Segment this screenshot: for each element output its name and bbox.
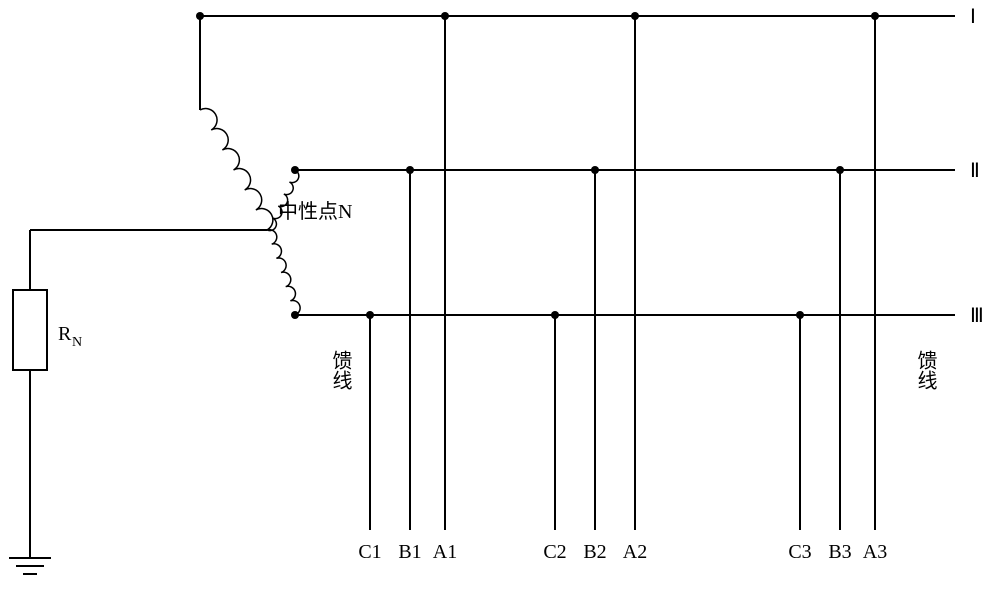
bus-label-II: Ⅱ bbox=[970, 160, 980, 182]
feeder-label-C2: C2 bbox=[543, 541, 566, 563]
node-xfmr-II bbox=[291, 166, 299, 174]
node-xfmr-I bbox=[196, 12, 204, 20]
circuit-diagram: Ⅰ Ⅱ Ⅲ 中性点N RN 馈线 C1 B1 A1 C2 B2 A2 馈线 C3 B3 A3 bbox=[0, 0, 1000, 591]
node-B1 bbox=[406, 166, 414, 174]
feeder-label-3: 馈线 bbox=[914, 350, 937, 390]
feeder-label-C1: C1 bbox=[358, 541, 381, 563]
neutral-label: 中性点N bbox=[278, 200, 352, 223]
bus-label-III: Ⅲ bbox=[970, 305, 984, 327]
node-C2 bbox=[551, 311, 559, 319]
feeder-label-A1: A1 bbox=[433, 541, 457, 563]
node-xfmr-III bbox=[291, 311, 299, 319]
feeder-label-1: 馈线 bbox=[329, 350, 352, 390]
rn-label-N: N bbox=[72, 335, 82, 350]
bus-label-I: Ⅰ bbox=[970, 6, 976, 28]
feeder-label-A3: A3 bbox=[863, 541, 887, 563]
node-C3 bbox=[796, 311, 804, 319]
node-A1 bbox=[441, 12, 449, 20]
node-A2 bbox=[631, 12, 639, 20]
node-C1 bbox=[366, 311, 374, 319]
feeder-label-B2: B2 bbox=[583, 541, 606, 563]
feeder-label-A2: A2 bbox=[623, 541, 647, 563]
resistor-rn bbox=[13, 290, 47, 370]
feeder-label-C3: C3 bbox=[788, 541, 811, 563]
rn-label-R: R bbox=[58, 323, 72, 345]
feeder-label-B1: B1 bbox=[398, 541, 421, 563]
node-B3 bbox=[836, 166, 844, 174]
winding bbox=[200, 109, 273, 230]
feeder-label-B3: B3 bbox=[828, 541, 851, 563]
node-A3 bbox=[871, 12, 879, 20]
winding bbox=[267, 230, 300, 315]
node-B2 bbox=[591, 166, 599, 174]
